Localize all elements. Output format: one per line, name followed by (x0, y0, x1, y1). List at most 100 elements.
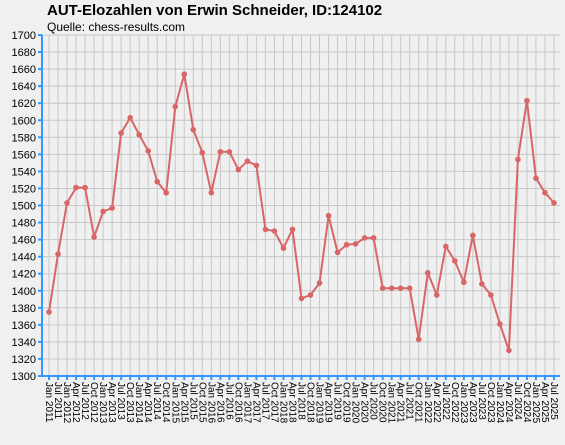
data-point (551, 200, 557, 206)
x-tick-label: Jul 2016 (223, 382, 234, 420)
data-point (352, 241, 359, 247)
x-tick-label: Apr 2013 (106, 382, 117, 423)
x-tick-label: Apr 2012 (70, 382, 81, 423)
data-point (379, 285, 386, 291)
data-point (524, 97, 530, 104)
y-tick-label: 1700 (12, 30, 36, 42)
x-tick-label: Jan 2024 (494, 382, 505, 424)
data-point (397, 285, 404, 291)
x-tick-label: Jul 2022 (440, 382, 451, 420)
x-tick-label: Apr 2021 (395, 382, 406, 423)
data-point (515, 156, 521, 163)
y-tick-label: 1460 (12, 235, 36, 247)
data-point (253, 162, 260, 169)
data-point (82, 184, 88, 191)
x-tick-label: Jan 2012 (61, 382, 72, 424)
data-point (497, 321, 503, 327)
data-point (506, 347, 512, 354)
data-point (298, 295, 305, 302)
data-point (235, 166, 242, 173)
y-tick-label: 1660 (12, 64, 36, 76)
data-point (172, 103, 179, 110)
data-point (316, 280, 323, 286)
x-tick-label: Apr 2018 (286, 382, 297, 423)
x-tick-label: Jul 2017 (259, 382, 270, 420)
data-point (199, 149, 206, 156)
x-tick-label: Apr 2020 (359, 382, 370, 423)
x-tick-label: Apr 2016 (214, 382, 225, 423)
data-point (370, 235, 377, 241)
x-tick-label: Oct 2013 (124, 382, 135, 423)
x-tick-label: Jan 2023 (458, 382, 469, 424)
x-tick-label: Jan 2018 (277, 382, 288, 424)
y-tick-label: 1580 (12, 132, 36, 144)
x-tick-label: Jan 2017 (241, 382, 252, 424)
x-tick-label: Oct 2019 (341, 382, 352, 423)
data-point (244, 158, 251, 164)
x-tick-label: Jul 2023 (476, 382, 487, 420)
x-tick-label: Jan 2013 (97, 382, 108, 424)
data-point (91, 234, 97, 240)
x-tick-label: Apr 2017 (250, 382, 261, 423)
y-tick-label: 1420 (12, 269, 36, 281)
data-point (415, 336, 422, 343)
x-tick-label: Oct 2012 (88, 382, 99, 423)
y-tick-label: 1480 (12, 218, 36, 230)
y-tick-label: 1560 (12, 149, 36, 161)
grid-lines (42, 34, 560, 377)
y-tick-label: 1400 (12, 286, 36, 298)
data-point (136, 131, 142, 138)
x-tick-label: Jan 2025 (530, 382, 541, 424)
data-point (406, 285, 413, 291)
data-point (343, 241, 350, 248)
data-point (190, 126, 197, 133)
data-point (181, 71, 188, 78)
x-tick-label: Jan 2022 (422, 382, 433, 424)
y-tick-label: 1360 (12, 320, 36, 332)
x-tick-label: Jan 2020 (350, 382, 361, 424)
y-tick-label: 1300 (12, 371, 36, 383)
x-tick-label: Apr 2022 (431, 382, 442, 423)
data-point (470, 232, 476, 239)
x-tick-label: Jul 2019 (332, 382, 343, 420)
data-point (109, 205, 115, 211)
x-tick-label: Oct 2014 (160, 382, 171, 423)
x-tick-label: Jul 2024 (512, 382, 523, 420)
data-point (127, 114, 133, 121)
chart-title: AUT-Elozahlen von Erwin Schneider, ID:12… (47, 2, 383, 19)
x-tick-label: Jul 2021 (404, 382, 415, 420)
data-point (388, 285, 395, 291)
y-tick-label: 1520 (12, 183, 36, 195)
x-tick-label: Apr 2019 (323, 382, 334, 423)
data-point (262, 226, 269, 233)
data-point (325, 212, 332, 219)
data-point (361, 235, 368, 241)
x-tick-label: Apr 2023 (467, 382, 478, 423)
data-point (64, 200, 70, 206)
data-point (280, 245, 287, 251)
data-point (424, 270, 431, 276)
y-tick-label: 1640 (12, 81, 36, 93)
data-point (226, 148, 233, 155)
x-tick-label: Jan 2011 (43, 382, 54, 423)
x-tick-label: Oct 2015 (196, 382, 207, 423)
x-tick-label: Jan 2019 (314, 382, 325, 424)
x-tick-label: Jul 2018 (296, 382, 307, 420)
data-point (334, 249, 341, 256)
data-point (118, 130, 124, 136)
x-tick-label: Jan 2016 (205, 382, 216, 424)
data-point (533, 175, 539, 182)
data-point (55, 251, 61, 257)
data-point (73, 184, 79, 191)
x-tick-label: Jul 2014 (151, 382, 162, 420)
y-tick-label: 1500 (12, 201, 36, 213)
data-point (163, 189, 170, 196)
x-tick-label: Oct 2021 (413, 382, 424, 423)
x-tick-label: Jan 2021 (386, 382, 397, 424)
data-point (289, 226, 296, 233)
y-tick-label: 1600 (12, 115, 36, 127)
x-tick-label: Jul 2013 (115, 382, 126, 420)
y-tick-label: 1540 (12, 166, 36, 178)
